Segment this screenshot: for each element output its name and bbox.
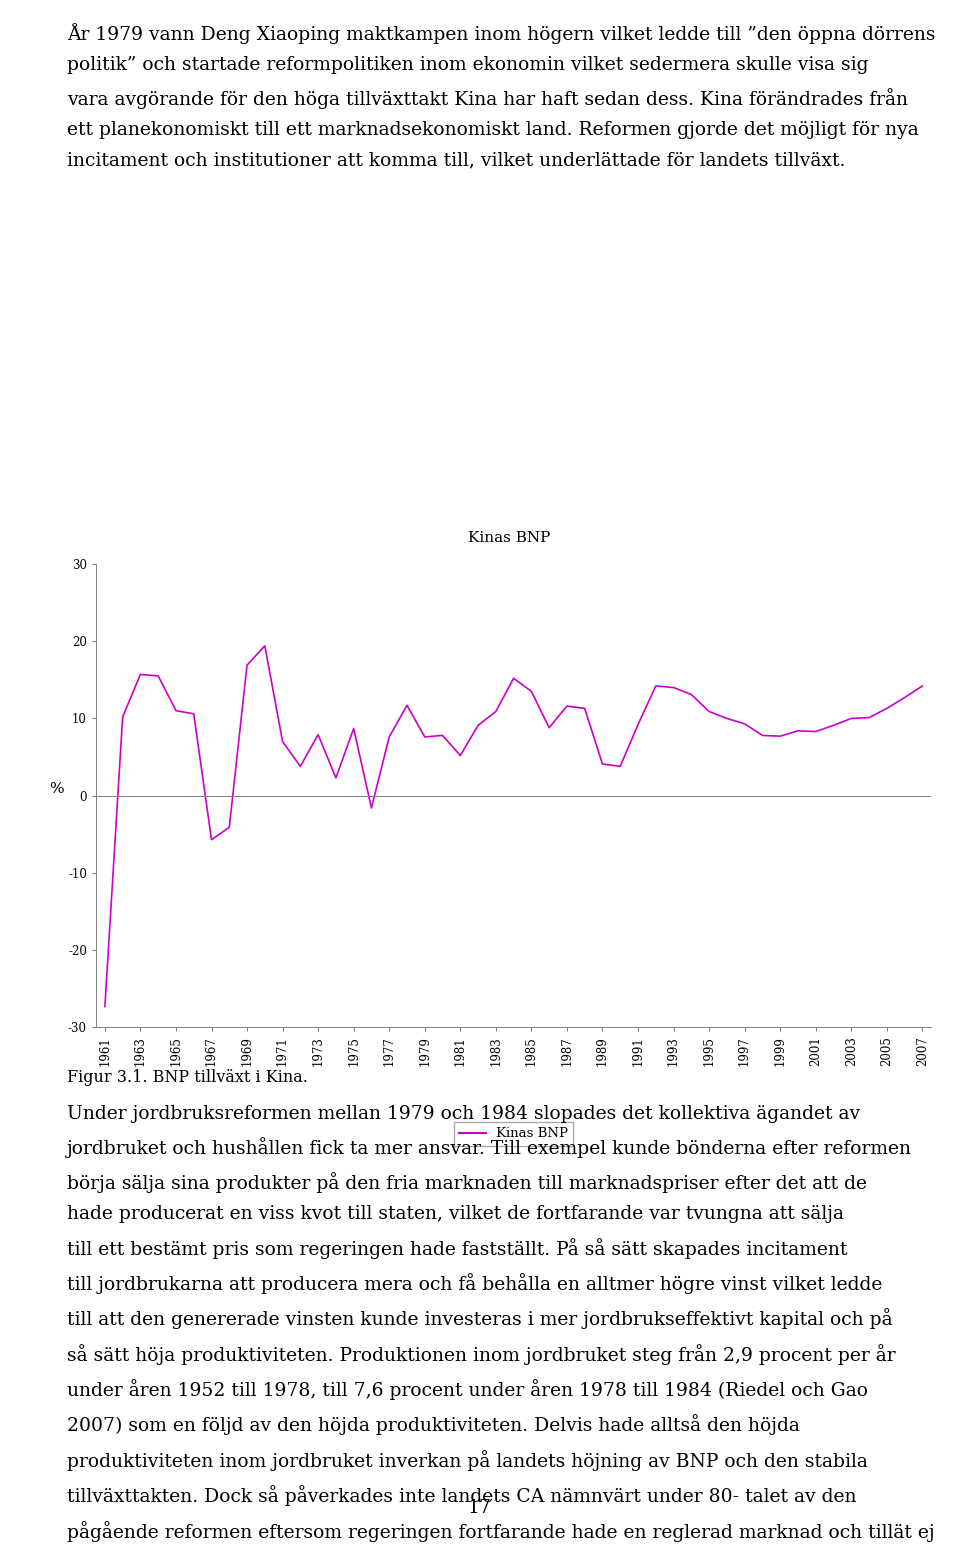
Text: Under jordbruksreformen mellan 1979 och 1984 slopades det kollektiva ägandet av
: Under jordbruksreformen mellan 1979 och … (67, 1105, 935, 1545)
Y-axis label: %: % (50, 782, 64, 796)
Text: Figur 3.1. BNP tillväxt i Kina.: Figur 3.1. BNP tillväxt i Kina. (67, 1069, 308, 1086)
Text: Kinas BNP: Kinas BNP (468, 531, 550, 545)
Legend: Kinas BNP: Kinas BNP (454, 1122, 573, 1146)
Text: År 1979 vann Deng Xiaoping maktkampen inom högern vilket ledde till ”den öppna d: År 1979 vann Deng Xiaoping maktkampen in… (67, 23, 936, 170)
Text: 17: 17 (468, 1499, 492, 1517)
